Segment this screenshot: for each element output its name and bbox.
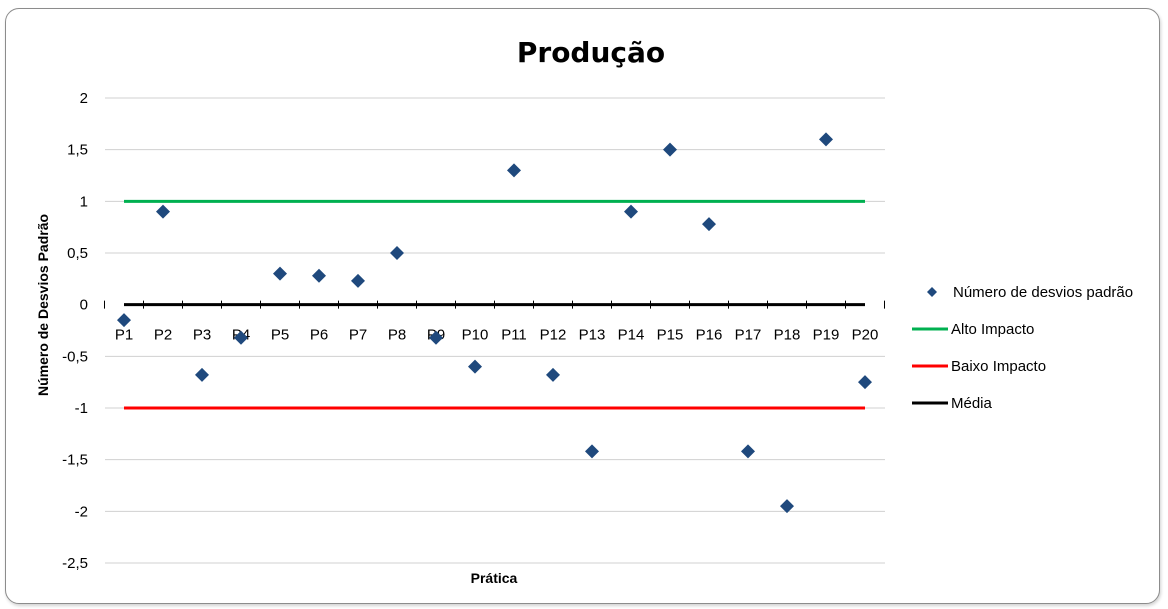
legend-label: Média (951, 395, 993, 412)
y-tick-label: 0,5 (67, 245, 88, 262)
y-tick-label: 1 (80, 193, 88, 210)
x-tick-label: P1 (115, 327, 133, 344)
x-tick-label: P8 (388, 327, 406, 344)
y-tick-label: -2,5 (62, 555, 88, 572)
y-tick-label: 1,5 (67, 142, 88, 159)
legend-label: Baixo Impacto (951, 358, 1046, 375)
data-point (546, 367, 560, 382)
x-tick-label: P14 (618, 327, 645, 344)
data-point (507, 163, 521, 178)
x-tick-label: P20 (852, 327, 879, 344)
data-point (234, 330, 248, 345)
x-tick-label: P2 (154, 327, 172, 344)
x-tick-label: P18 (774, 327, 801, 344)
data-point (702, 217, 716, 232)
x-tick-label: P13 (579, 327, 606, 344)
x-tick-label: P3 (193, 327, 211, 344)
data-point (780, 499, 794, 514)
x-tick-label: P16 (696, 327, 723, 344)
y-tick-label: -2 (75, 503, 88, 520)
data-point (117, 313, 131, 328)
y-tick-label: -0,5 (62, 348, 88, 365)
x-tick-label: P17 (735, 327, 762, 344)
data-points (117, 132, 872, 514)
data-point (273, 266, 287, 281)
data-point (741, 444, 755, 459)
x-axis-label: Prática (471, 570, 518, 586)
data-point (156, 204, 170, 219)
legend-label: Número de desvios padrão (953, 284, 1133, 301)
data-point (819, 132, 833, 147)
x-tick-label: P10 (462, 327, 489, 344)
y-axis-label: Número de Desvios Padrão (35, 214, 51, 396)
x-tick-label: P19 (813, 327, 840, 344)
legend-marker (927, 287, 937, 297)
x-tick-label: P7 (349, 327, 367, 344)
data-point (585, 444, 599, 459)
x-tick-label: P5 (271, 327, 289, 344)
y-tick-label: -1 (75, 400, 88, 417)
x-tick-label: P12 (540, 327, 567, 344)
legend: Número de desvios padrão Alto Impacto Baix… (912, 284, 1133, 412)
x-tick-label: P15 (657, 327, 684, 344)
data-point (624, 204, 638, 219)
data-point (468, 359, 482, 374)
legend-label: Alto Impacto (951, 321, 1034, 338)
gridlines (105, 97, 885, 564)
y-tick-label: 0 (80, 297, 88, 314)
data-point (858, 375, 872, 390)
data-point (429, 330, 443, 345)
y-tick-label: 2 (80, 90, 88, 107)
y-tick-labels: 2 1,5 1 0,5 0 -0,5 -1 -1,5 -2 -2,5 (62, 90, 88, 572)
x-tick-label: P11 (501, 327, 527, 344)
data-point (663, 142, 677, 157)
x-axis: P1P2P3P4P5P6P7P8P9P10P11P12P13P14P15P16P… (104, 300, 885, 344)
chart-title: Produção (517, 36, 665, 69)
x-tick-label: P6 (310, 327, 328, 344)
data-point (195, 367, 209, 382)
y-tick-label: -1,5 (62, 452, 88, 469)
data-point (351, 273, 365, 288)
data-point (312, 268, 326, 283)
data-point (390, 246, 404, 260)
